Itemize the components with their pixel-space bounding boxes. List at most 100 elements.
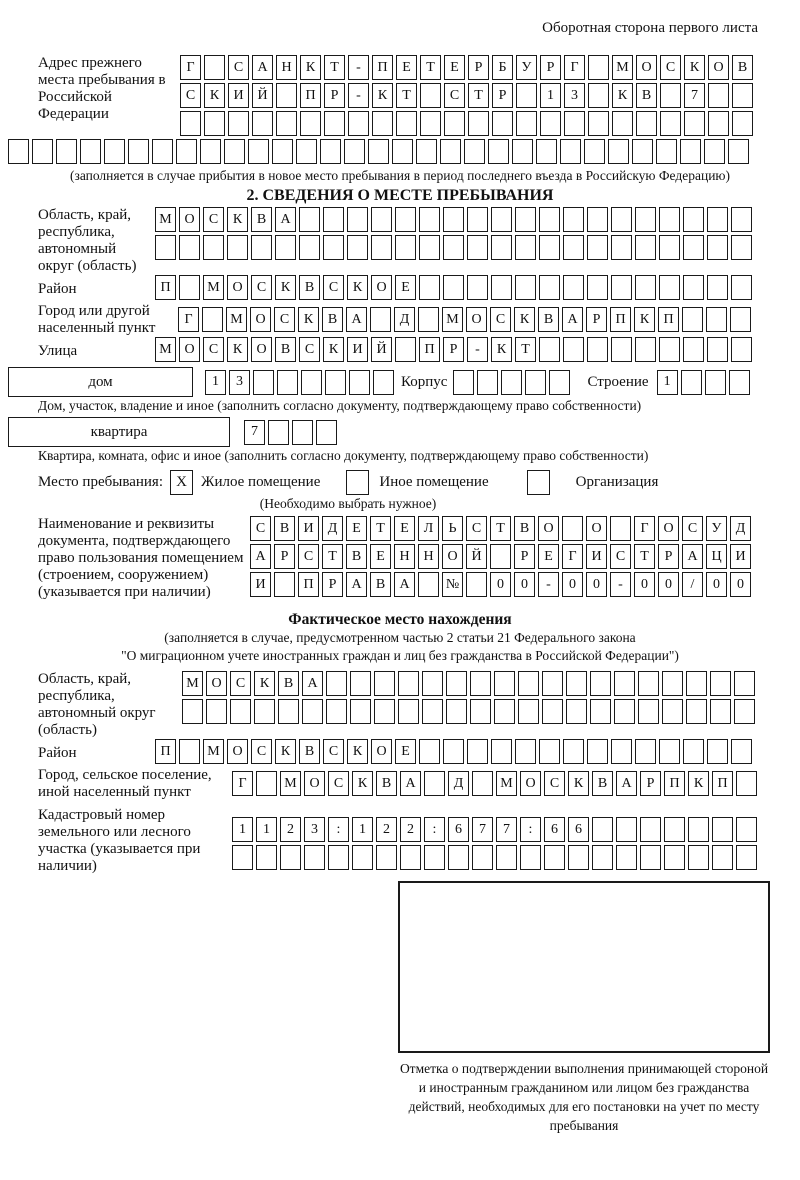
char-box[interactable] [640, 817, 661, 842]
char-box[interactable]: Д [322, 516, 343, 541]
char-box[interactable]: 6 [544, 817, 565, 842]
char-box[interactable]: : [328, 817, 349, 842]
char-box[interactable] [730, 307, 751, 332]
char-box[interactable]: К [352, 771, 373, 796]
char-box[interactable] [731, 337, 752, 362]
char-box[interactable] [323, 235, 344, 260]
char-box[interactable] [515, 235, 536, 260]
char-box[interactable]: П [372, 55, 393, 80]
char-box[interactable] [683, 235, 704, 260]
char-box[interactable] [587, 275, 608, 300]
char-box[interactable] [566, 671, 587, 696]
char-box[interactable] [80, 139, 101, 164]
char-box[interactable]: № [442, 572, 463, 597]
char-box[interactable]: Р [658, 544, 679, 569]
char-box[interactable]: В [251, 207, 272, 232]
char-box[interactable] [539, 337, 560, 362]
char-box[interactable]: В [592, 771, 613, 796]
char-box[interactable]: О [538, 516, 559, 541]
char-box[interactable]: Д [730, 516, 751, 541]
char-box[interactable] [611, 337, 632, 362]
char-box[interactable] [304, 845, 325, 870]
char-box[interactable] [350, 699, 371, 724]
char-box[interactable] [608, 139, 629, 164]
char-box[interactable]: В [278, 671, 299, 696]
char-box[interactable] [660, 83, 681, 108]
char-box[interactable]: К [204, 83, 225, 108]
char-box[interactable]: В [636, 83, 657, 108]
char-box[interactable] [275, 235, 296, 260]
char-box[interactable]: С [660, 55, 681, 80]
char-box[interactable] [683, 275, 704, 300]
char-box[interactable] [590, 671, 611, 696]
char-box[interactable] [632, 139, 653, 164]
char-box[interactable] [707, 235, 728, 260]
char-box[interactable] [491, 207, 512, 232]
char-box[interactable]: С [323, 739, 344, 764]
char-box[interactable]: К [323, 337, 344, 362]
char-box[interactable] [563, 739, 584, 764]
char-box[interactable]: 3 [304, 817, 325, 842]
char-box[interactable]: С [230, 671, 251, 696]
char-box[interactable]: Р [468, 55, 489, 80]
char-box[interactable] [542, 671, 563, 696]
char-box[interactable]: Р [640, 771, 661, 796]
char-box[interactable]: : [424, 817, 445, 842]
char-box[interactable]: Ь [442, 516, 463, 541]
char-box[interactable] [466, 572, 487, 597]
char-box[interactable]: Й [252, 83, 273, 108]
char-box[interactable] [344, 139, 365, 164]
char-box[interactable] [728, 369, 750, 395]
char-box[interactable]: Й [371, 337, 392, 362]
char-box[interactable]: Н [394, 544, 415, 569]
char-box[interactable] [544, 845, 565, 870]
char-box[interactable]: А [562, 307, 583, 332]
char-box[interactable] [587, 739, 608, 764]
char-box[interactable]: - [348, 83, 369, 108]
char-box[interactable]: К [568, 771, 589, 796]
char-box[interactable]: 1 [540, 83, 561, 108]
char-box[interactable] [588, 111, 609, 136]
char-box[interactable] [635, 739, 656, 764]
char-box[interactable] [539, 235, 560, 260]
char-box[interactable] [568, 845, 589, 870]
char-box[interactable] [372, 111, 393, 136]
char-box[interactable] [686, 671, 707, 696]
char-box[interactable] [638, 699, 659, 724]
char-box[interactable]: С [250, 516, 271, 541]
char-box[interactable] [712, 817, 733, 842]
char-box[interactable] [292, 419, 313, 445]
char-box[interactable]: И [586, 544, 607, 569]
char-box[interactable] [470, 699, 491, 724]
char-box[interactable]: Г [180, 55, 201, 80]
char-box[interactable]: К [275, 739, 296, 764]
char-box[interactable]: Т [420, 55, 441, 80]
char-box[interactable] [660, 111, 681, 136]
char-box[interactable] [683, 207, 704, 232]
char-box[interactable] [320, 139, 341, 164]
char-box[interactable] [704, 369, 726, 395]
char-box[interactable] [418, 307, 439, 332]
char-box[interactable] [684, 111, 705, 136]
char-box[interactable] [736, 817, 757, 842]
org-checkbox[interactable] [526, 470, 550, 495]
char-box[interactable] [518, 699, 539, 724]
char-box[interactable] [204, 111, 225, 136]
char-box[interactable] [419, 207, 440, 232]
char-box[interactable]: С [444, 83, 465, 108]
char-box[interactable] [203, 235, 224, 260]
char-box[interactable] [256, 845, 277, 870]
char-box[interactable] [374, 671, 395, 696]
char-box[interactable]: С [251, 739, 272, 764]
char-box[interactable] [230, 699, 251, 724]
char-box[interactable]: С [466, 516, 487, 541]
char-box[interactable] [424, 771, 445, 796]
char-box[interactable]: 7 [684, 83, 705, 108]
char-box[interactable]: К [300, 55, 321, 80]
char-box[interactable] [326, 671, 347, 696]
char-box[interactable] [659, 207, 680, 232]
char-box[interactable] [539, 207, 560, 232]
char-box[interactable] [588, 55, 609, 80]
char-box[interactable]: О [658, 516, 679, 541]
char-box[interactable] [446, 699, 467, 724]
